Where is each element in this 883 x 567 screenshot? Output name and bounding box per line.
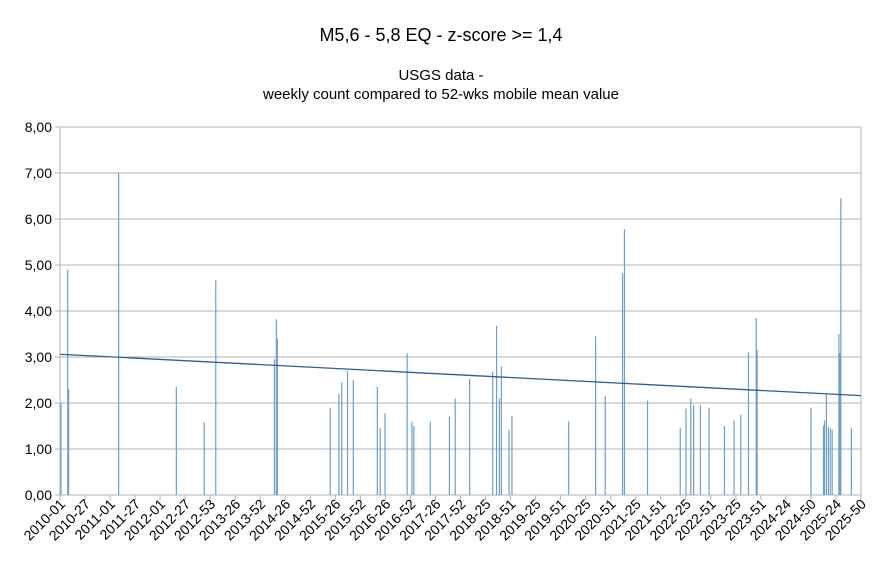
y-tick-label: 1,00	[25, 441, 52, 457]
y-tick-label: 0,00	[25, 487, 52, 503]
chart-subtitle-line1: USGS data -	[398, 67, 483, 84]
trend-line	[59, 353, 862, 397]
chart-subtitle-line2: weekly count compared to 52-wks mobile m…	[262, 86, 619, 103]
y-tick-label: 5,00	[25, 257, 52, 273]
chart-title: M5,6 - 5,8 EQ - z-score >= 1,4	[319, 25, 562, 45]
grid	[59, 126, 862, 496]
y-tick-label: 2,00	[25, 395, 52, 411]
y-axis: 0,00 1,00 2,00 3,00 4,00 5,00 6,00 7,00 8,00	[25, 119, 60, 503]
bars	[60, 173, 852, 495]
x-axis: 2010-012010-272011-012011-272012-012012-…	[20, 495, 869, 543]
y-tick-label: 7,00	[25, 165, 52, 181]
y-tick-label: 8,00	[25, 119, 52, 135]
y-tick-label: 6,00	[25, 211, 52, 227]
y-tick-label: 3,00	[25, 349, 52, 365]
y-tick-label: 4,00	[25, 303, 52, 319]
